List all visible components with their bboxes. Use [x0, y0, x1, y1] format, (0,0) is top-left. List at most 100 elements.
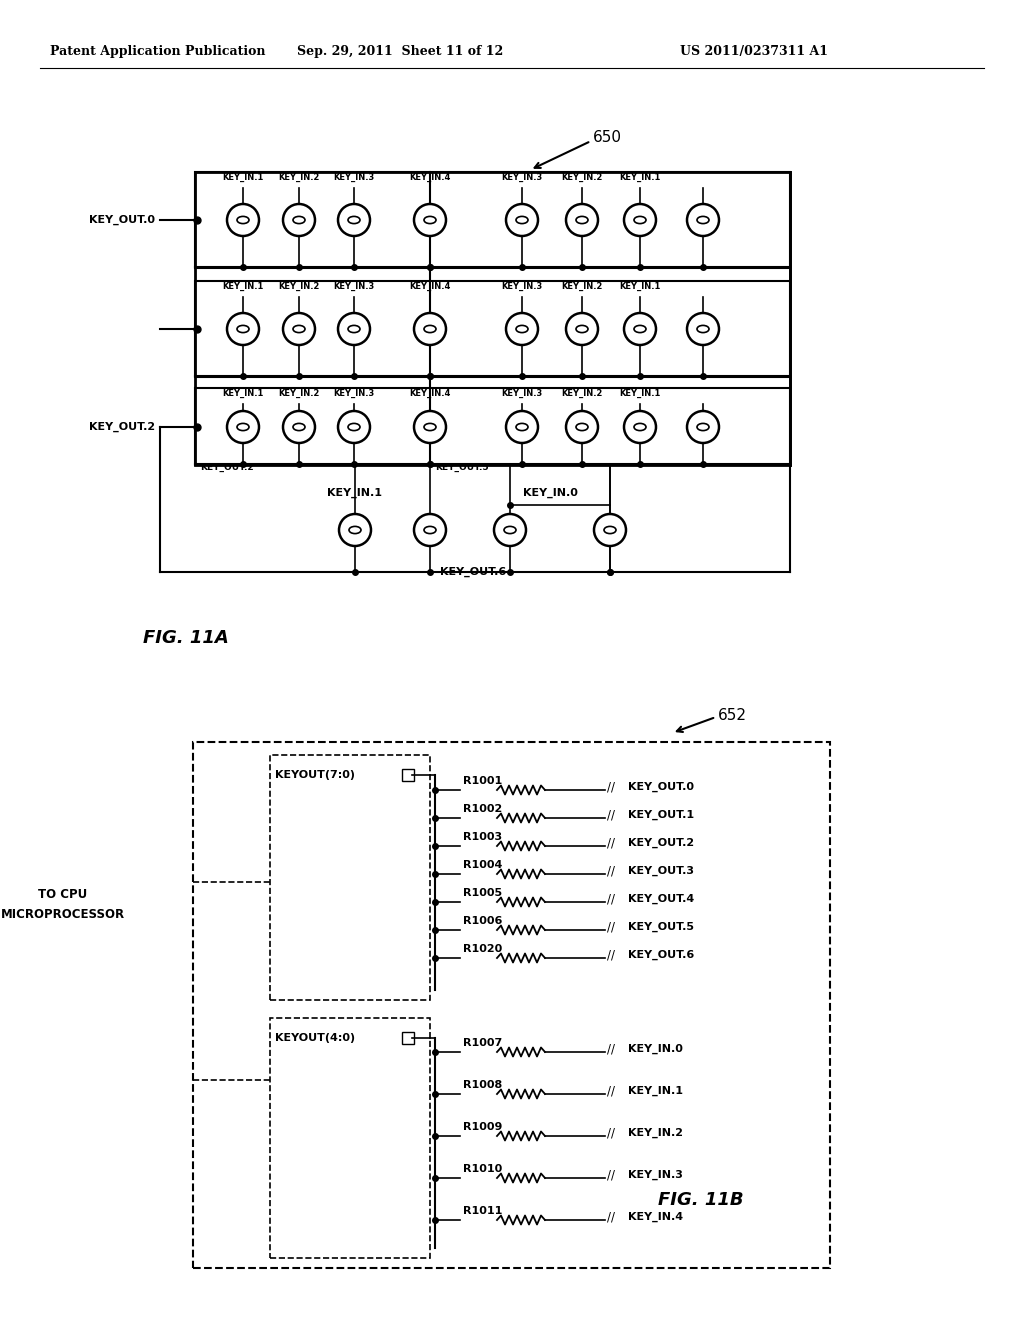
Bar [195, 172, 790, 465]
Text: //: // [607, 837, 615, 850]
Ellipse shape [237, 216, 249, 223]
Text: KEY_IN.3: KEY_IN.3 [502, 389, 543, 399]
Ellipse shape [504, 527, 516, 533]
Text: KEY_IN.1: KEY_IN.1 [222, 282, 264, 290]
Bar [195, 172, 790, 268]
Circle shape [687, 313, 719, 345]
Bar [270, 755, 430, 1001]
Text: R1008: R1008 [463, 1080, 502, 1090]
Circle shape [566, 411, 598, 444]
Text: KEY_IN.1: KEY_IN.1 [628, 1086, 683, 1096]
Text: //: // [607, 1043, 615, 1056]
Ellipse shape [516, 424, 528, 430]
Bar [402, 770, 414, 781]
Text: KEY_OUT.1: KEY_OUT.1 [628, 810, 694, 820]
Circle shape [624, 205, 656, 236]
Text: //: // [607, 1168, 615, 1181]
Text: KEY_IN.3: KEY_IN.3 [334, 282, 375, 290]
Text: KEY_IN.1: KEY_IN.1 [222, 389, 264, 399]
Circle shape [506, 313, 538, 345]
Text: R1004: R1004 [463, 861, 503, 870]
Text: MICROPROCESSOR: MICROPROCESSOR [1, 908, 125, 921]
Text: KEYOUT(4:0): KEYOUT(4:0) [275, 1034, 355, 1043]
Text: KEY_OUT.6: KEY_OUT.6 [440, 568, 506, 577]
Text: KEY_IN.1: KEY_IN.1 [620, 282, 660, 290]
Text: KEY_IN.1: KEY_IN.1 [328, 487, 383, 498]
Text: KEY_OUT.5: KEY_OUT.5 [628, 921, 694, 932]
Circle shape [283, 411, 315, 444]
Text: 652: 652 [718, 708, 746, 722]
Circle shape [283, 205, 315, 236]
Text: KEY_IN.3: KEY_IN.3 [334, 389, 375, 399]
Text: KEY_IN.2: KEY_IN.2 [561, 282, 603, 290]
Text: //: // [607, 780, 615, 793]
Circle shape [687, 205, 719, 236]
Ellipse shape [697, 326, 709, 333]
Circle shape [624, 313, 656, 345]
Text: KEY_IN.0: KEY_IN.0 [628, 1044, 683, 1055]
Text: //: // [607, 1126, 615, 1139]
Ellipse shape [424, 326, 436, 333]
Text: FIG. 11A: FIG. 11A [143, 630, 228, 647]
Circle shape [687, 411, 719, 444]
Circle shape [227, 313, 259, 345]
Text: KEY_IN.2: KEY_IN.2 [279, 282, 319, 290]
Text: KEY_IN.0: KEY_IN.0 [522, 487, 578, 498]
Text: R1009: R1009 [463, 1122, 503, 1133]
Ellipse shape [424, 216, 436, 223]
Text: KEY_IN.3: KEY_IN.3 [334, 173, 375, 182]
Text: //: // [607, 892, 615, 906]
Text: //: // [607, 920, 615, 933]
Text: R1010: R1010 [463, 1164, 502, 1173]
Text: 650: 650 [593, 131, 622, 145]
Circle shape [339, 513, 371, 546]
Circle shape [227, 205, 259, 236]
Ellipse shape [348, 424, 360, 430]
Circle shape [283, 313, 315, 345]
Text: US 2011/0237311 A1: US 2011/0237311 A1 [680, 45, 828, 58]
Text: KEY_OUT.0: KEY_OUT.0 [628, 781, 694, 792]
Text: KEY_OUT.2: KEY_OUT.2 [200, 463, 254, 473]
Text: KEY_IN.4: KEY_IN.4 [410, 389, 451, 399]
Text: FIG. 11B: FIG. 11B [658, 1191, 743, 1209]
Text: KEY_OUT.0: KEY_OUT.0 [89, 215, 155, 226]
Ellipse shape [697, 424, 709, 430]
Text: R1003: R1003 [463, 832, 502, 842]
Text: //: // [607, 808, 615, 821]
Text: //: // [607, 865, 615, 878]
Text: R1007: R1007 [463, 1038, 502, 1048]
Ellipse shape [349, 527, 361, 533]
Text: R1002: R1002 [463, 804, 502, 814]
Ellipse shape [237, 326, 249, 333]
Text: KEY_IN.3: KEY_IN.3 [628, 1170, 683, 1180]
Text: KEY_IN.4: KEY_IN.4 [410, 173, 451, 182]
Text: KEY_IN.3: KEY_IN.3 [502, 282, 543, 290]
Circle shape [624, 411, 656, 444]
Text: R1005: R1005 [463, 888, 502, 898]
Circle shape [566, 313, 598, 345]
Text: KEY_IN.2: KEY_IN.2 [561, 389, 603, 399]
Ellipse shape [348, 326, 360, 333]
Text: R1001: R1001 [463, 776, 502, 785]
Circle shape [414, 205, 446, 236]
Text: KEY_IN.3: KEY_IN.3 [502, 173, 543, 182]
Text: KEY_OUT.2: KEY_OUT.2 [89, 422, 155, 432]
Text: Patent Application Publication: Patent Application Publication [50, 45, 265, 58]
Bar [193, 742, 830, 1269]
Bar [195, 281, 790, 378]
Text: KEY_IN.1: KEY_IN.1 [222, 173, 264, 182]
Circle shape [414, 513, 446, 546]
Ellipse shape [634, 424, 646, 430]
Text: //: // [607, 949, 615, 961]
Ellipse shape [516, 326, 528, 333]
Ellipse shape [348, 216, 360, 223]
Text: Sep. 29, 2011  Sheet 11 of 12: Sep. 29, 2011 Sheet 11 of 12 [297, 45, 503, 58]
Bar [270, 1018, 430, 1258]
Circle shape [338, 411, 370, 444]
Ellipse shape [293, 216, 305, 223]
Text: KEY_IN.2: KEY_IN.2 [561, 173, 603, 182]
Text: KEY_OUT.6: KEY_OUT.6 [628, 950, 694, 960]
Text: KEY_IN.4: KEY_IN.4 [410, 282, 451, 290]
Text: R1006: R1006 [463, 916, 503, 927]
Text: R1011: R1011 [463, 1206, 503, 1216]
